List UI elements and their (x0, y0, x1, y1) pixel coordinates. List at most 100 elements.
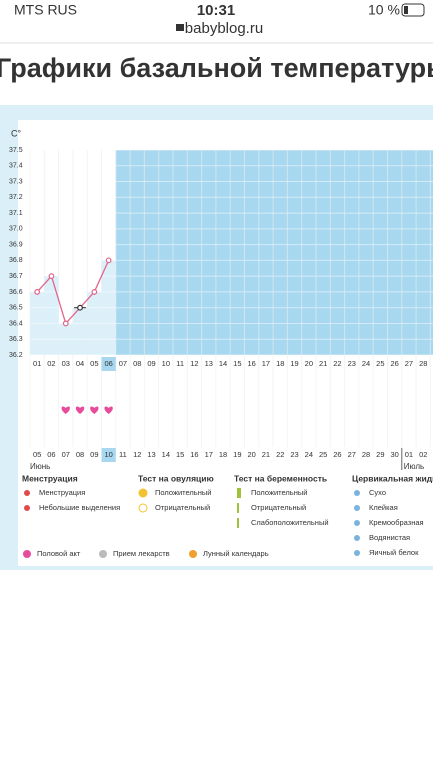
page-title: Графики базальной температуры (0, 53, 433, 83)
date: 23 (290, 450, 298, 459)
carrier: MTS RUS (14, 2, 77, 18)
temp-point (77, 304, 83, 311)
battery-text: 10 % (368, 2, 400, 18)
legend-item: Водянистая (369, 533, 410, 542)
url[interactable]: babyblog.ru (185, 20, 263, 37)
legend-icon (138, 503, 148, 513)
legend-item: Небольшие выделения (39, 503, 120, 512)
legend-item: Сухо (369, 488, 386, 497)
legend-icon (354, 535, 360, 541)
legend-item: Положительный (251, 488, 307, 497)
date: 16 (190, 450, 198, 459)
legend-item: Лунный календарь (203, 549, 269, 558)
selected-day (101, 357, 116, 371)
legend-title: Менструация (22, 473, 78, 483)
legend-item: Яичный белок (369, 548, 419, 557)
battery-level (404, 6, 408, 14)
y-tick-label: 37.2 (9, 194, 23, 201)
legend-icon (24, 505, 30, 511)
date: 28 (362, 450, 370, 459)
date: 26 (333, 450, 341, 459)
legend-icon (237, 503, 239, 513)
lock-icon (176, 24, 184, 31)
y-tick-label: 36.8 (9, 257, 23, 264)
date: 27 (348, 450, 356, 459)
date: 05 (33, 450, 41, 459)
heart (61, 406, 70, 414)
date: 24 (305, 450, 313, 459)
clock: 10:31 (197, 2, 235, 19)
cycle-day: 01 (33, 359, 41, 368)
legend-icon (24, 490, 30, 496)
cycle-day: 20 (305, 359, 313, 368)
cycle-day: 02 (47, 359, 55, 368)
y-tick-label: 36.3 (9, 336, 23, 343)
date: 06 (47, 450, 55, 459)
date: 12 (133, 450, 141, 459)
day-empty (30, 150, 45, 292)
date: 17 (205, 450, 213, 459)
y-tick-label: 36.2 (9, 352, 23, 359)
legend-item: Отрицательный (155, 503, 210, 512)
legend-icon (354, 490, 360, 496)
cycle-day: 05 (90, 359, 98, 368)
cycle-day: 04 (76, 359, 84, 368)
cycle-day: 27 (405, 359, 413, 368)
month: Июль (404, 462, 424, 471)
legend-icon (138, 488, 148, 498)
cycle-day: 24 (362, 359, 370, 368)
legend-item: Отрицательный (251, 503, 306, 512)
y-tick-label: 37.3 (9, 178, 23, 185)
date: 02 (419, 450, 427, 459)
y-tick-label: 36.4 (9, 320, 23, 327)
legend-icon (354, 550, 360, 556)
temp-point (91, 289, 98, 295)
legend-icon (99, 550, 107, 558)
day-empty (87, 150, 102, 292)
date: 08 (76, 450, 84, 459)
date: 07 (62, 450, 70, 459)
cycle-day: 28 (419, 359, 427, 368)
cycle-day: 17 (262, 359, 270, 368)
cycle-day: 14 (219, 359, 227, 368)
cycle-day: 11 (176, 359, 184, 368)
cycle-day: 19 (290, 359, 298, 368)
y-tick-label: 37.4 (9, 163, 23, 170)
date: 13 (147, 450, 155, 459)
date: 20 (247, 450, 255, 459)
y-tick-label: 37.1 (9, 210, 23, 217)
cycle-day: 26 (390, 359, 398, 368)
cycle-day: 06 (104, 359, 112, 368)
cycle-day: 23 (348, 359, 356, 368)
unit: C° (11, 128, 21, 138)
cycle-day: 07 (119, 359, 127, 368)
heart (75, 406, 85, 414)
month: Июнь (30, 462, 50, 471)
day-empty (58, 150, 73, 324)
date: 29 (376, 450, 384, 459)
legend-title: Тест на беременность (234, 473, 327, 483)
battery-icon (401, 3, 425, 17)
heart (104, 406, 113, 414)
cycle-day: 03 (62, 359, 70, 368)
date: 01 (405, 450, 413, 459)
date: 09 (90, 450, 98, 459)
day-fill (44, 276, 59, 355)
legend-item: Прием лекарств (113, 549, 170, 558)
legend-icon (189, 550, 197, 558)
date: 18 (219, 450, 227, 459)
legend-item: Положительный (155, 488, 211, 497)
date: 11 (119, 450, 127, 459)
date: 19 (233, 450, 241, 459)
legend-item: Кремообразная (369, 518, 424, 527)
cycle-day: 18 (276, 359, 284, 368)
heart (90, 406, 99, 414)
cycle-day: 09 (147, 359, 155, 368)
legend-item: Менструация (39, 488, 85, 497)
temp-point (62, 320, 69, 327)
legend-icon (23, 550, 31, 558)
cycle-day: 21 (319, 359, 327, 368)
legend-icon (354, 520, 360, 526)
